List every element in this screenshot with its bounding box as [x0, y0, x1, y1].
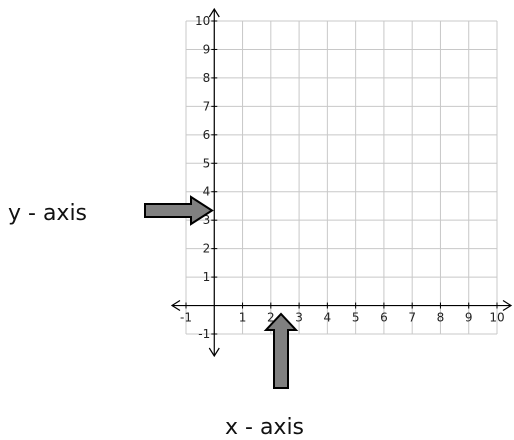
x-axis-arrowhead-left	[170, 300, 181, 312]
y-tick-label: 8	[203, 71, 211, 85]
x-tick-label: 2	[267, 311, 275, 325]
tick-labels: -1 1 2 3 4 5 6 7 8 9 10 -1 1 2 3 4 5 6 7 8 9 10	[180, 14, 505, 341]
y-tick-label: 3	[203, 213, 211, 227]
y-tick-label: 2	[203, 242, 211, 256]
x-axis-arrowhead-right	[502, 300, 513, 312]
y-tick-label: 6	[203, 128, 211, 142]
axes	[170, 7, 513, 358]
y-tick-label: 10	[195, 14, 210, 28]
y-axis-arrowhead-up	[208, 7, 220, 18]
x-tick-label: 3	[295, 311, 303, 325]
y-axis-arrowhead-down	[208, 347, 220, 358]
y-axis-pointer-arrow	[144, 195, 214, 226]
y-tick-label: 1	[203, 270, 211, 284]
grid	[185, 20, 498, 335]
y-tick-label: 4	[203, 185, 211, 199]
x-axis-caption: x - axis	[225, 415, 304, 440]
x-tick-label: 10	[489, 311, 504, 325]
y-tick-label: 9	[203, 42, 211, 56]
y-tick-label: 7	[203, 99, 211, 113]
x-axis-pointer-arrow	[263, 312, 299, 389]
x-tick-label: 9	[465, 311, 473, 325]
x-tick-label: 7	[408, 311, 416, 325]
y-axis-caption: y - axis	[8, 201, 87, 226]
x-tick-label: 1	[239, 311, 247, 325]
x-tick-label: 4	[324, 311, 332, 325]
x-tick-label: -1	[180, 311, 192, 325]
y-tick-label: 5	[203, 156, 211, 170]
x-tick-label: 5	[352, 311, 360, 325]
y-tick-label: -1	[198, 327, 210, 341]
x-tick-label: 8	[437, 311, 445, 325]
x-tick-label: 6	[380, 311, 388, 325]
